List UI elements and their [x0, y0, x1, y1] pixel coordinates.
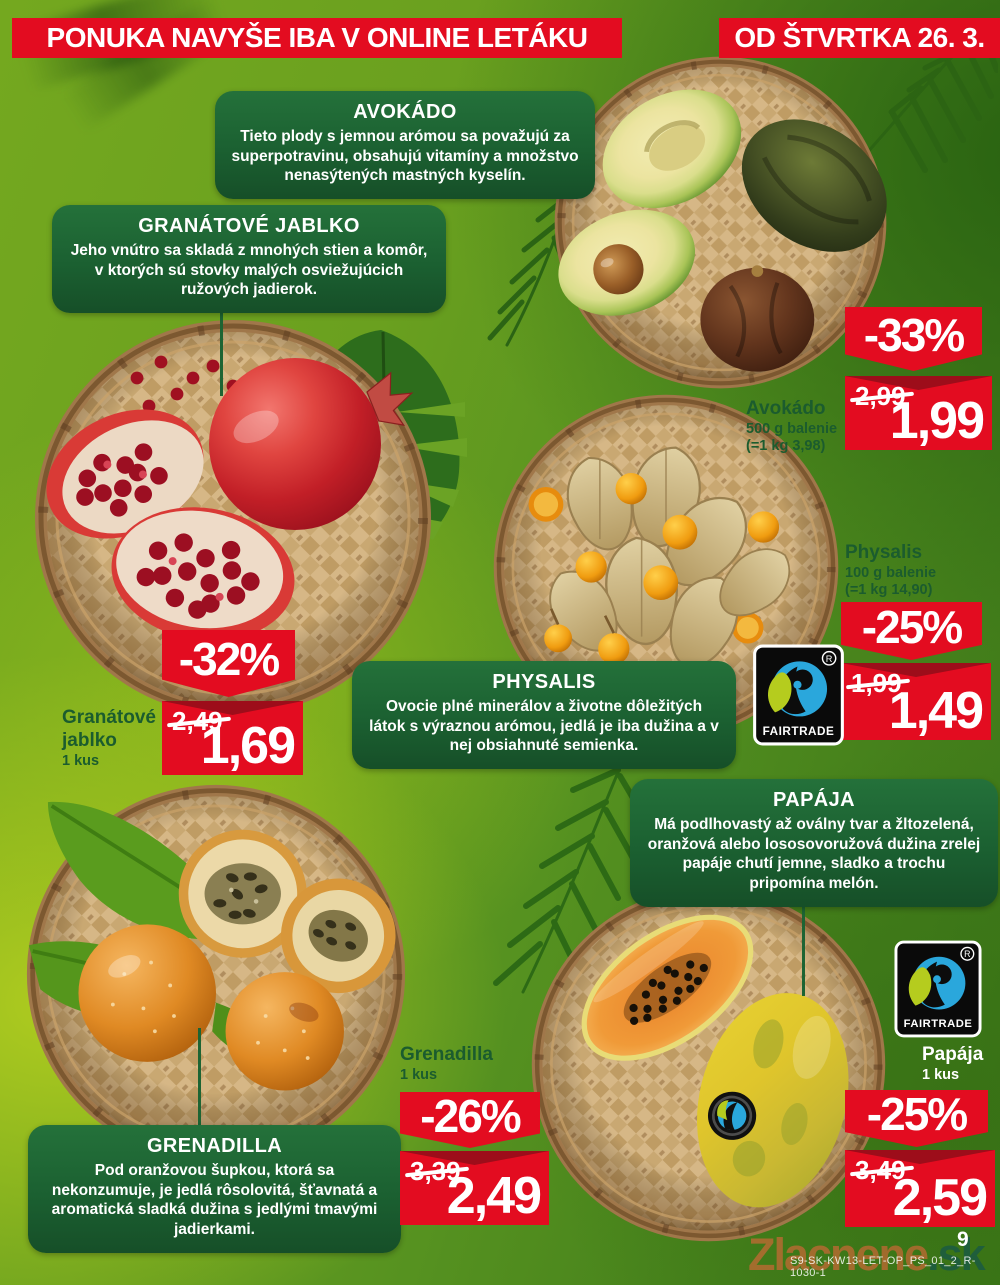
info-title: PHYSALIS: [492, 671, 596, 693]
old-price: 3,49: [855, 1155, 906, 1185]
discount-value: -25%: [861, 600, 963, 653]
product-label-papaja: Papája 1 kus: [922, 1044, 1000, 1084]
price-box-physalis: 1,99 1,49: [841, 663, 991, 740]
svg-text:R: R: [964, 949, 970, 959]
product-name: Papája: [922, 1044, 984, 1065]
old-price: 2,99: [855, 381, 906, 411]
current-price: 1,99: [889, 392, 985, 450]
product-pack: 1 kus: [400, 1066, 438, 1083]
product-pack: 1 kus: [922, 1066, 960, 1083]
promo-banner-right-text: OD ŠTVRTKA 26. 3.: [734, 22, 985, 53]
pomegranate-basket-photo: [35, 320, 431, 716]
discount-value: -25%: [866, 1088, 968, 1140]
product-pack: 1 kus: [62, 752, 100, 769]
info-box-granatove-jablko: GRANÁTOVÉ JABLKO Jeho vnútro sa skladá z…: [52, 205, 446, 314]
info-title: AVOKÁDO: [353, 101, 457, 123]
fairtrade-label: FAIRTRADE: [763, 725, 835, 738]
discount-value: -32%: [178, 633, 280, 685]
discount-value: -33%: [863, 308, 965, 361]
product-name: Physalis: [845, 542, 923, 563]
info-title: GRANÁTOVÉ JABLKO: [138, 215, 360, 237]
promo-banner-left-text: PONUKA NAVYŠE IBA V ONLINE LETÁKU: [46, 22, 588, 53]
info-title: PAPÁJA: [772, 789, 856, 811]
fairtrade-logo: R FAIRTRADE: [894, 940, 982, 1038]
print-code: S9-SK-KW13-LET-OP_PS_01_2_R-1030-1: [790, 1255, 976, 1279]
current-price: 2,59: [892, 1169, 988, 1227]
discount-value: -26%: [420, 1089, 521, 1142]
info-text: Jeho vnútro sa skladá z mnohých stien a …: [70, 242, 428, 299]
info-text: Tieto plody s jemnou arómou sa považujú …: [231, 128, 579, 185]
info-box-physalis: PHYSALIS Ovocie plné minerálov a životne…: [352, 661, 736, 770]
current-price: 1,69: [200, 717, 296, 775]
watermark: Zlacnene.sk: [748, 1229, 986, 1280]
info-text: Pod oranžovou šupkou, ktorá sa nekonzumu…: [51, 1162, 378, 1239]
avocado-basket-photo: [554, 56, 887, 389]
fairtrade-label: FAIRTRADE: [904, 1018, 973, 1030]
product-unit-price: (=1 kg 3,98): [746, 438, 826, 455]
old-price: 1,99: [851, 668, 902, 698]
old-price: 3,39: [410, 1156, 461, 1186]
watermark-text: Zlacnene: [748, 1229, 929, 1280]
old-price: 2,49: [172, 706, 223, 736]
fairtrade-logo: R FAIRTRADE: [753, 644, 844, 746]
promo-banner-left: PONUKA NAVYŠE IBA V ONLINE LETÁKU: [12, 18, 622, 58]
papaya-basket-photo: [531, 887, 886, 1242]
price-box-grenadilla: 3,39 2,49: [400, 1151, 549, 1225]
promo-banner-right: OD ŠTVRTKA 26. 3.: [719, 18, 1000, 58]
physalis-basket-photo: [493, 394, 839, 740]
product-label-avokado: Avokádo 500 g balenie (=1 kg 3,98): [746, 398, 854, 456]
product-name: Granátové jablko: [62, 707, 156, 751]
product-pack: 100 g balenie: [845, 564, 937, 581]
fairtrade-mark-icon: [767, 661, 828, 717]
price-box-granatove-jablko: 2,49 1,69: [162, 701, 303, 775]
price-box-papaja: 3,49 2,59: [845, 1150, 995, 1227]
product-label-granatove-jablko: Granátové jablko 1 kus: [62, 707, 166, 770]
discount-badge-granatove-jablko: -32%: [162, 630, 295, 697]
connector-line: [802, 886, 805, 996]
current-price: 2,49: [446, 1167, 542, 1225]
product-unit-price: (=1 kg 14,90): [845, 582, 933, 599]
connector-line: [198, 1028, 201, 1126]
info-box-grenadilla: GRENADILLA Pod oranžovou šupkou, ktorá s…: [28, 1125, 401, 1253]
page-number: 9: [957, 1228, 969, 1251]
info-text: Má podlhovastý až oválny tvar a žltozele…: [647, 816, 981, 893]
product-label-physalis: Physalis 100 g balenie (=1 kg 14,90): [845, 542, 995, 600]
product-name: Avokádo: [746, 398, 826, 419]
discount-badge-physalis: -25%: [841, 602, 982, 660]
grenadilla-basket-photo: [26, 784, 406, 1164]
connector-line: [220, 306, 223, 396]
fairtrade-sticker-icon: [707, 1091, 757, 1140]
discount-badge-grenadilla: -26%: [400, 1092, 540, 1148]
product-label-grenadilla: Grenadilla 1 kus: [400, 1044, 530, 1084]
info-box-papaja: PAPÁJA Má podlhovastý až oválny tvar a ž…: [630, 779, 998, 907]
current-price: 1,49: [888, 682, 984, 740]
product-pack: 500 g balenie: [746, 420, 838, 437]
info-text: Ovocie plné minerálov a životne dôležitý…: [369, 698, 719, 755]
watermark-suffix: .sk: [927, 1229, 986, 1280]
svg-text:R: R: [826, 654, 833, 664]
fairtrade-mark-icon: [908, 956, 966, 1010]
price-box-avokado: 2,99 1,99: [845, 376, 992, 450]
product-name: Grenadilla: [400, 1044, 493, 1065]
info-title: GRENADILLA: [146, 1135, 283, 1157]
info-box-avokado: AVOKÁDO Tieto plody s jemnou arómou sa p…: [215, 91, 595, 200]
